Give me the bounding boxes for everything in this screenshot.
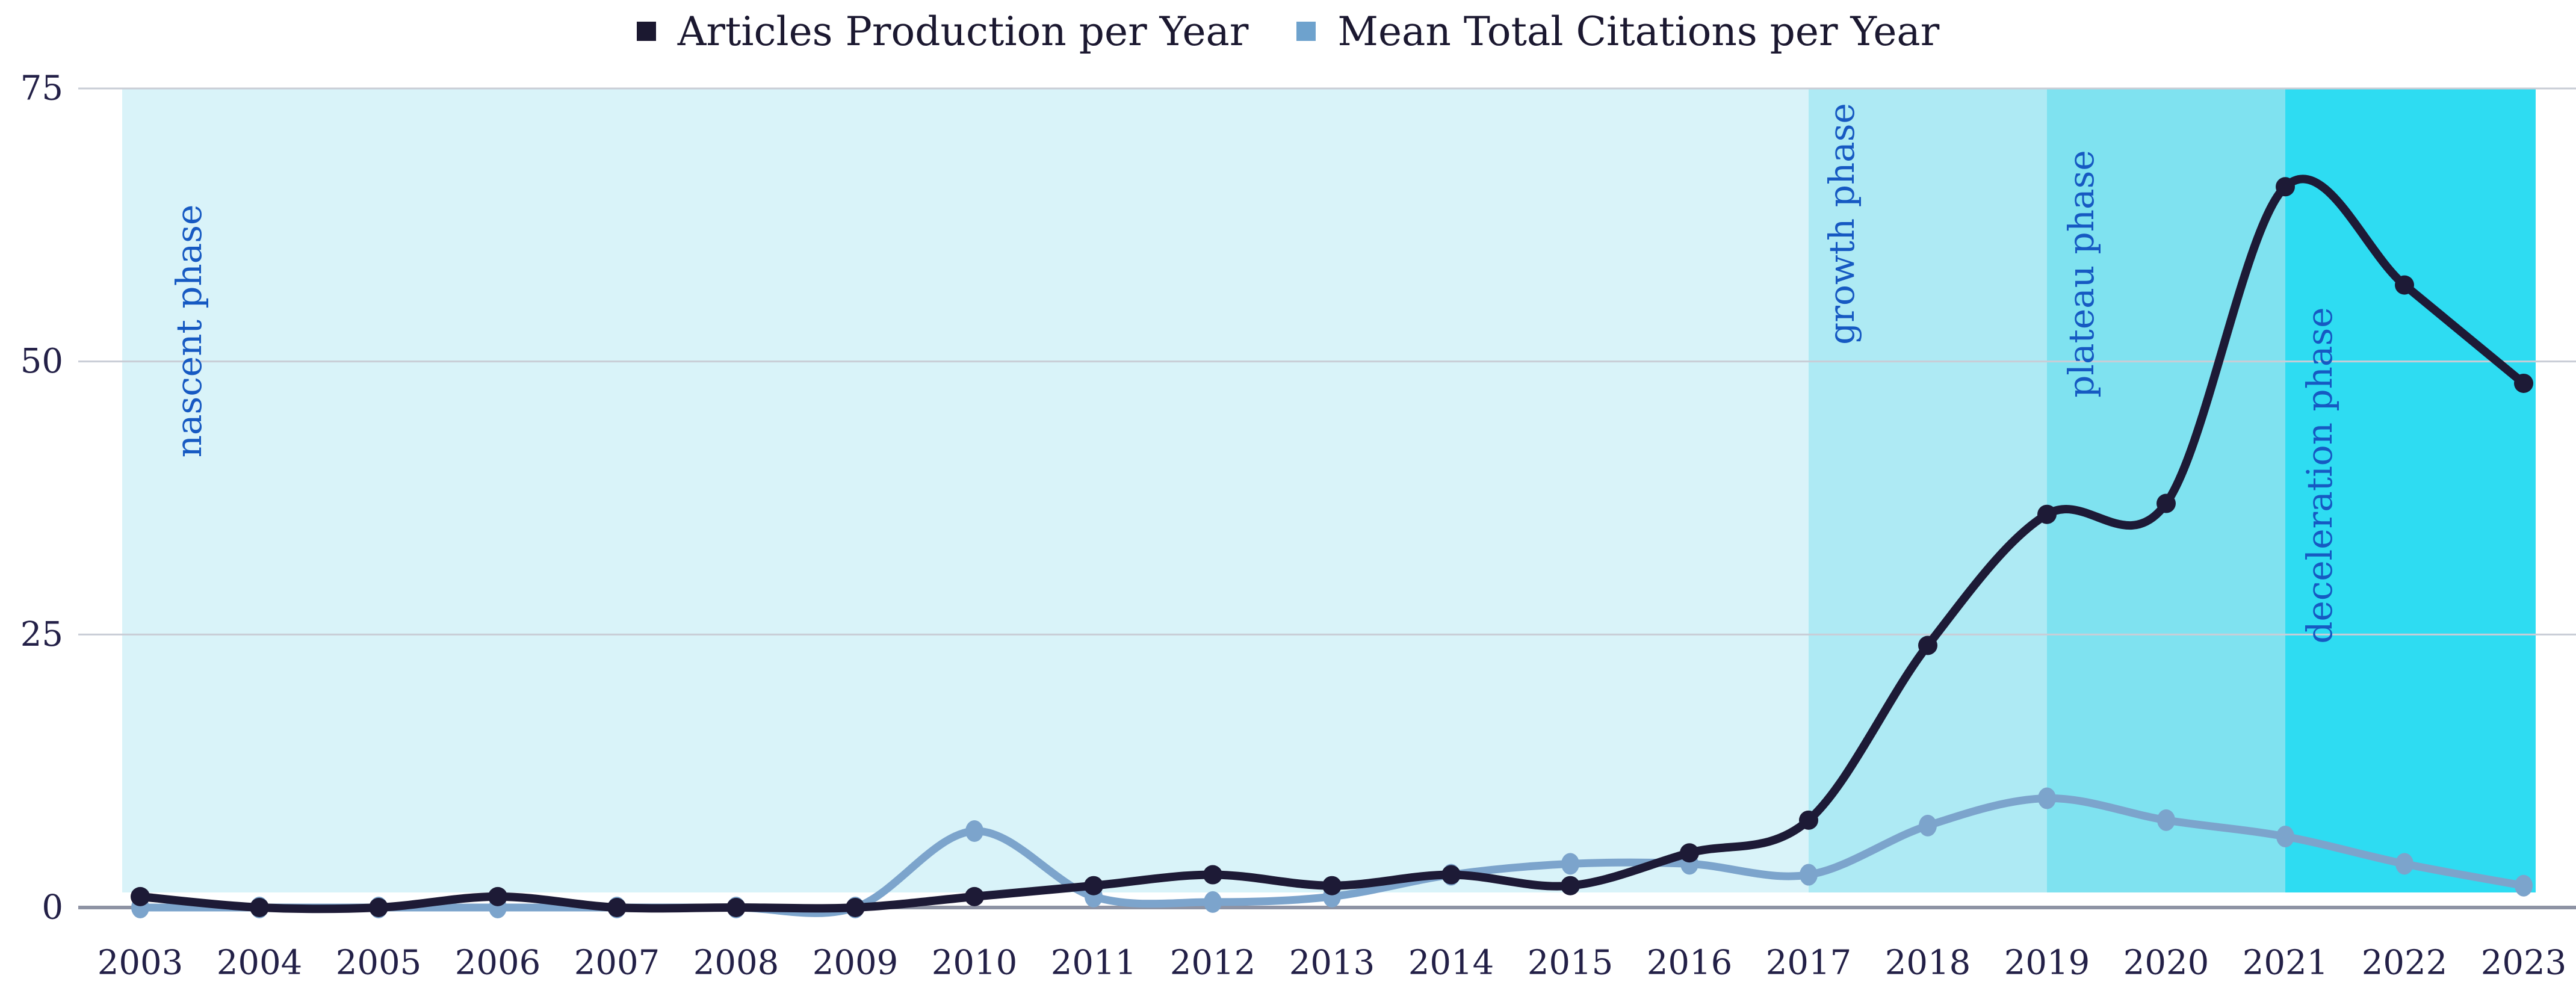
x-tick-2005: 2005 [336, 944, 422, 983]
articles-point-2021 [2276, 177, 2295, 197]
x-tick-2017: 2017 [1766, 944, 1852, 983]
citations-point-2019 [2038, 787, 2056, 809]
phase-band-nascent [122, 88, 1809, 892]
x-tick-2022: 2022 [2362, 944, 2448, 983]
x-tick-2008: 2008 [693, 944, 779, 983]
articles-point-2004 [250, 898, 269, 917]
articles-point-2013 [1322, 876, 1342, 895]
x-tick-2021: 2021 [2243, 944, 2329, 983]
articles-point-2012 [1203, 865, 1222, 885]
articles-line [136, 175, 2528, 914]
articles-point-2014 [1441, 865, 1461, 885]
legend-item-citations: Mean Total Citations per Year [1296, 8, 1939, 55]
x-tick-2011: 2011 [1051, 944, 1137, 983]
citations-point-2018 [1919, 814, 1937, 836]
citations-point-2020 [2157, 809, 2175, 831]
phase-label-nascent: nascent phase [169, 205, 209, 458]
articles-point-2022 [2395, 275, 2414, 295]
x-tick-2020: 2020 [2123, 944, 2209, 983]
legend-label-citations: Mean Total Citations per Year [1337, 8, 1940, 55]
x-tick-2013: 2013 [1289, 944, 1375, 983]
x-tick-2019: 2019 [2004, 944, 2090, 983]
citations-point-2010 [965, 820, 983, 842]
citations-point-2015 [1561, 853, 1579, 875]
articles-point-2005 [369, 898, 388, 917]
articles-point-2015 [1561, 876, 1580, 895]
phase-label-plateau: plateau phase [2061, 150, 2102, 397]
phase-band-deceleration [2285, 88, 2536, 892]
x-tick-2010: 2010 [932, 944, 1018, 983]
x-tick-2009: 2009 [813, 944, 899, 983]
articles-point-2019 [2037, 504, 2057, 524]
x-tick-2004: 2004 [217, 944, 303, 983]
x-tick-2012: 2012 [1170, 944, 1256, 983]
x-tick-2015: 2015 [1528, 944, 1614, 983]
citations-point-2022 [2395, 853, 2413, 875]
articles-point-2023 [2514, 373, 2533, 393]
phase-label-deceleration: deceleration phase [2299, 307, 2340, 643]
citations-point-2021 [2276, 826, 2294, 848]
x-tick-2016: 2016 [1647, 944, 1733, 983]
legend-swatch-articles-icon [636, 22, 656, 41]
articles-point-2020 [2156, 493, 2176, 513]
x-tick-2018: 2018 [1885, 944, 1971, 983]
citations-point-2017 [1800, 864, 1818, 886]
citations-point-2023 [2515, 874, 2533, 897]
x-tick-2023: 2023 [2481, 944, 2567, 983]
articles-point-2007 [607, 898, 627, 917]
legend-item-articles: Articles Production per Year [636, 8, 1249, 55]
y-tick-0: 0 [42, 888, 63, 927]
phase-band-growth [1809, 88, 2047, 892]
x-tick-2006: 2006 [455, 944, 541, 983]
phase-band-plateau [2047, 88, 2285, 892]
articles-point-2011 [1084, 876, 1103, 895]
x-tick-2007: 2007 [574, 944, 660, 983]
articles-point-2017 [1799, 810, 1818, 830]
phase-label-growth: growth phase [1821, 103, 1862, 345]
x-tick-2014: 2014 [1408, 944, 1494, 983]
y-tick-50: 50 [20, 342, 63, 381]
articles-point-2009 [846, 898, 865, 917]
y-tick-25: 25 [20, 615, 63, 654]
x-tick-2003: 2003 [98, 944, 184, 983]
y-tick-75: 75 [20, 69, 63, 108]
articles-point-2008 [726, 898, 746, 917]
citations-point-2012 [1204, 891, 1222, 913]
articles-point-2006 [488, 886, 507, 906]
articles-point-2003 [131, 886, 150, 906]
chart-legend: Articles Production per Year Mean Total … [0, 0, 2576, 63]
articles-point-2016 [1680, 843, 1699, 863]
articles-point-2010 [965, 886, 984, 906]
legend-swatch-citations-icon [1296, 22, 1316, 41]
legend-label-articles: Articles Production per Year [677, 8, 1249, 55]
articles-point-2018 [1918, 635, 1937, 655]
